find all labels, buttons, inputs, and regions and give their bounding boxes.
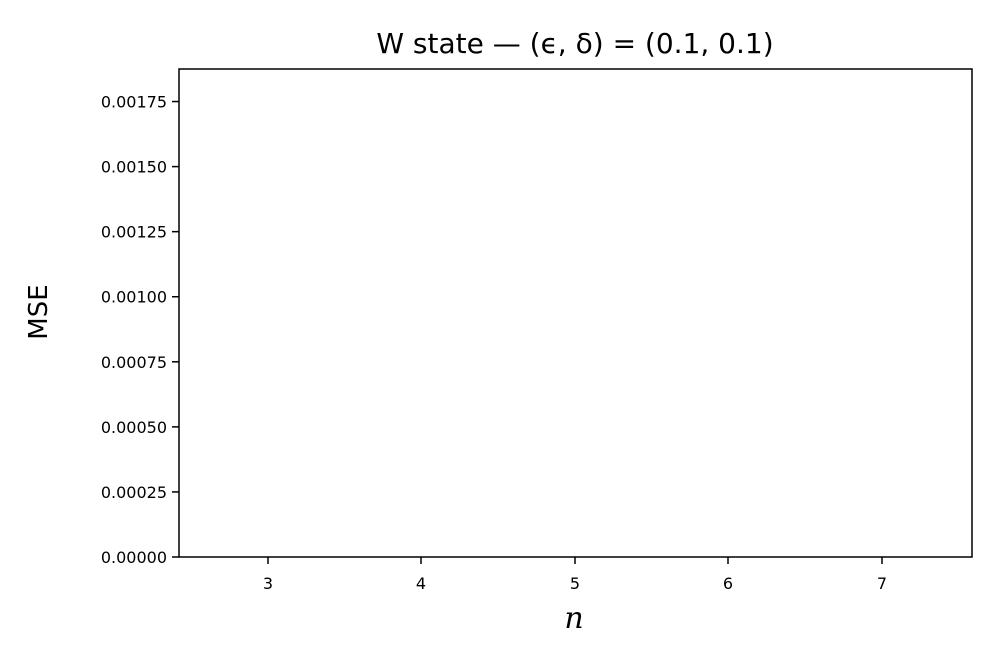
x-axis-label: n: [564, 601, 583, 636]
y-tick-label: 0.00125: [101, 223, 167, 242]
y-tick-label: 0.00175: [101, 93, 167, 112]
y-tick-label: 0.00150: [101, 158, 167, 177]
y-tick-label: 0.00075: [101, 353, 167, 372]
y-axis-label: MSE: [24, 284, 54, 339]
x-tick-label: 4: [416, 574, 426, 593]
x-tick-label: 5: [570, 574, 580, 593]
chart-title: W state — (ϵ, δ) = (0.1, 0.1): [376, 27, 773, 60]
x-axis: 3 4 5 6 7: [263, 557, 887, 593]
y-tick-label: 0.00050: [101, 418, 167, 437]
y-tick-label: 0.00000: [101, 548, 167, 567]
x-tick-label: 3: [263, 574, 273, 593]
x-tick-label: 6: [723, 574, 733, 593]
y-tick-label: 0.00025: [101, 483, 167, 502]
y-tick-label: 0.00100: [101, 288, 167, 307]
y-axis: 0.00000 0.00025 0.00050 0.00075 0.00100 0.001…: [101, 93, 179, 567]
x-tick-label: 7: [877, 574, 887, 593]
plot-background: [179, 69, 972, 557]
plot-area: [178, 68, 973, 558]
